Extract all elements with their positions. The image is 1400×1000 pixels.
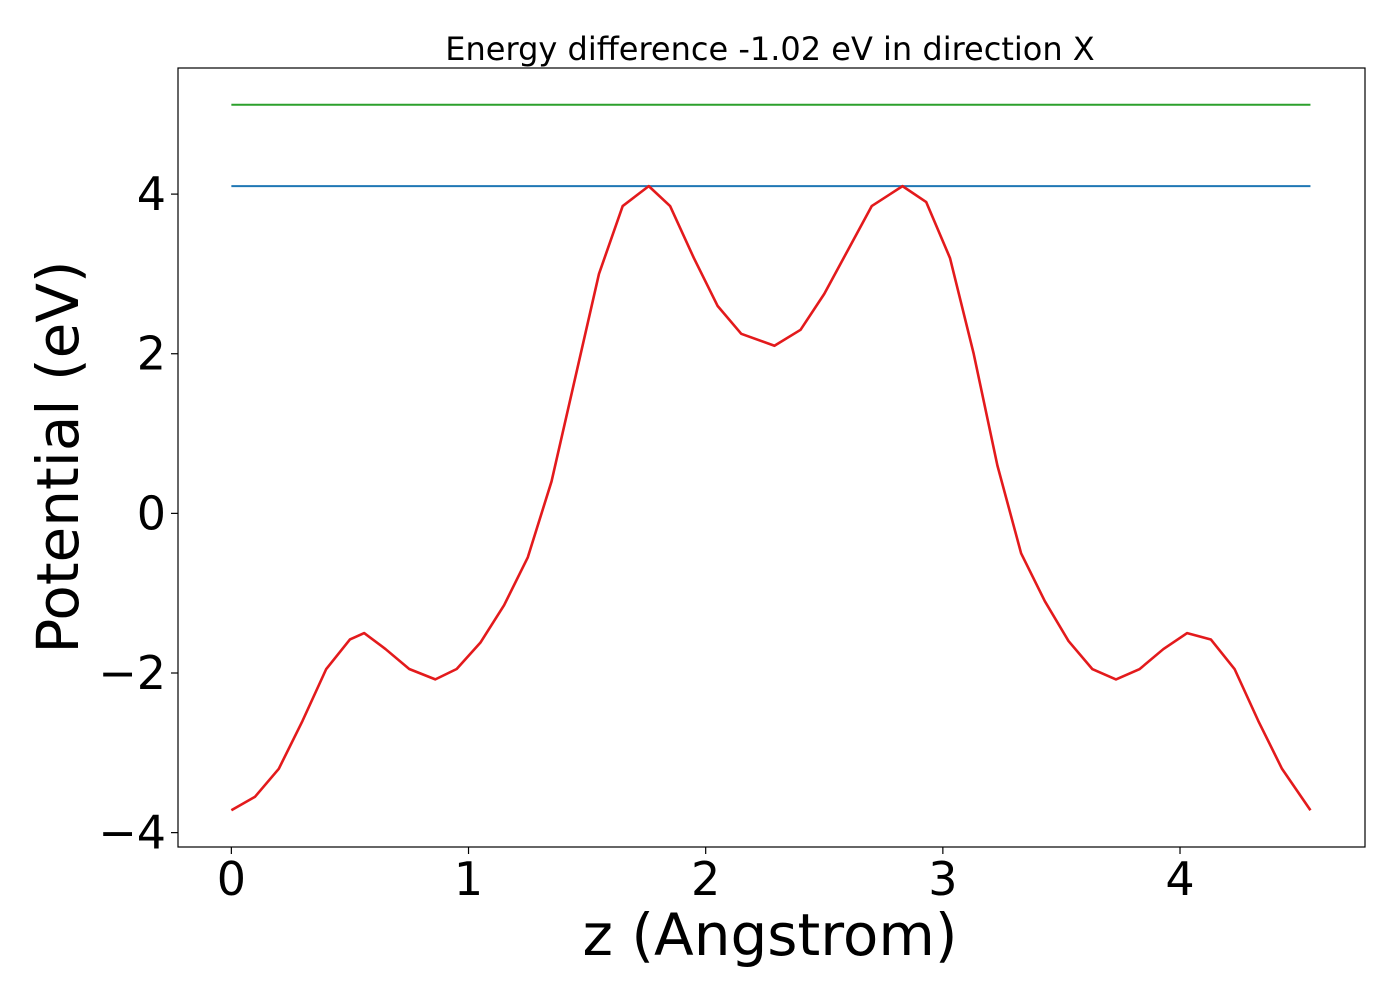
series-line-3 [230,184,1312,812]
x-tick-label: 3 [928,852,957,906]
x-tick-label: 1 [454,852,483,906]
y-tick-label: −4 [98,806,166,860]
x-axis: 0 1 2 3 4 [217,847,1195,906]
y-tick-label: 0 [137,486,166,540]
axes-frame [177,67,1366,848]
x-tick-label: 2 [691,852,720,906]
y-tick-label: 2 [137,327,166,381]
y-axis: −4 −2 0 2 4 [98,167,178,860]
chart-title: Energy difference -1.02 eV in direction … [445,30,1094,68]
x-tick-label: 0 [217,852,246,906]
plot-area [230,103,1312,812]
y-tick-label: −2 [98,646,166,700]
y-axis-label: Potential (eV) [24,260,92,653]
x-axis-label: z (Angstrom) [583,901,958,969]
y-tick-label: 4 [137,167,166,221]
x-tick-label: 4 [1165,852,1194,906]
